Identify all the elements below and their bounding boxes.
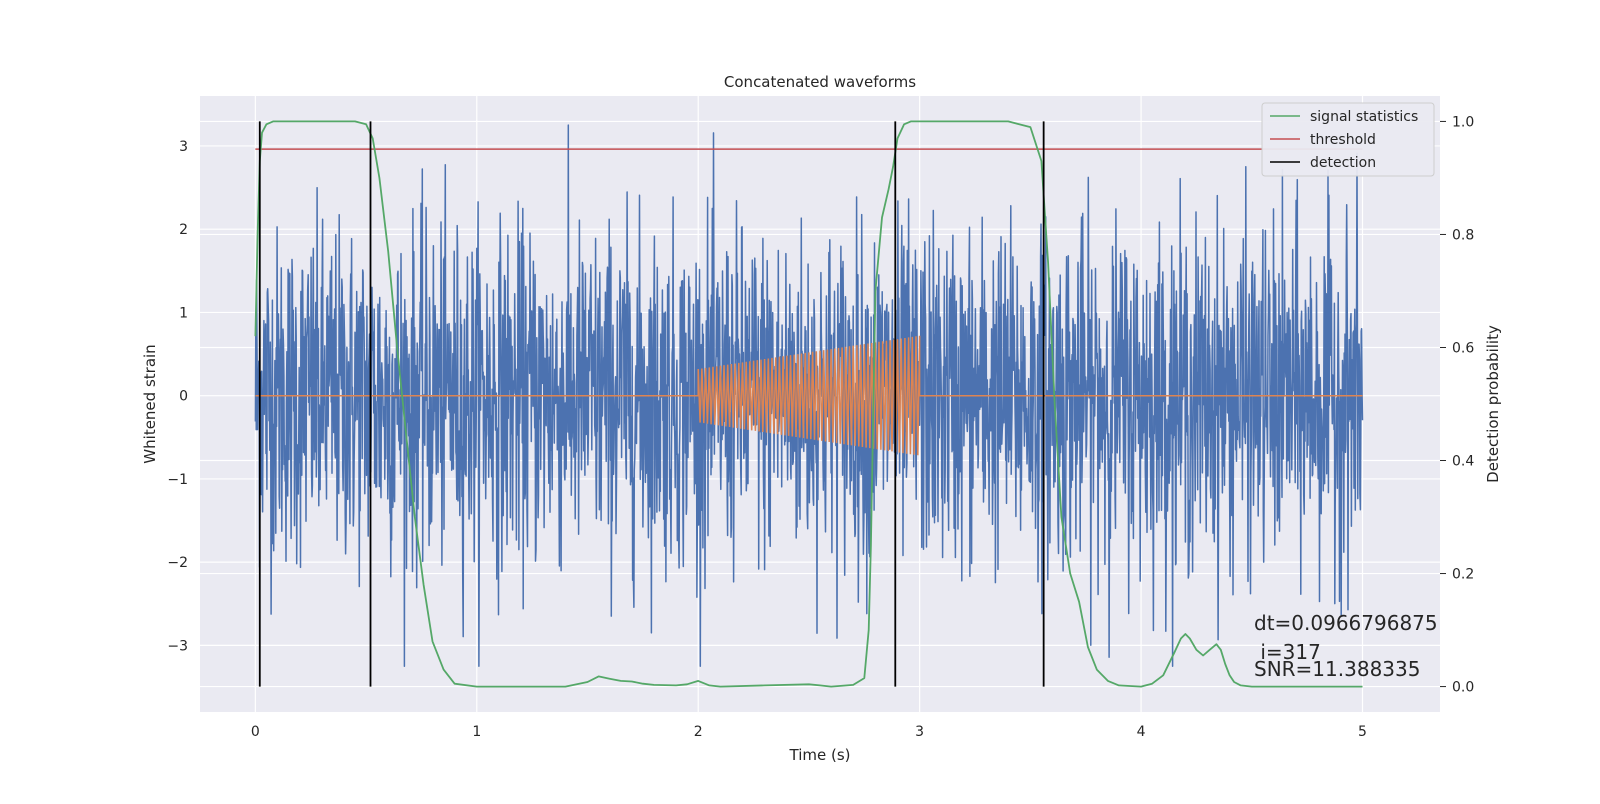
y-tick-label-right: 0.4 [1452, 454, 1474, 470]
y-tick-label-left: −3 [167, 638, 188, 654]
noise-series [254, 124, 1364, 667]
x-tick-label: 0 [251, 724, 260, 740]
annotation-snr: SNR=11.388335 [1254, 657, 1420, 681]
legend: signal statistics threshold detection [1261, 102, 1435, 177]
y-tick-label-right: 0.6 [1452, 340, 1474, 356]
injected-signal-series [255, 335, 1363, 456]
y-tick-label-right: 0.0 [1452, 680, 1474, 696]
x-tick-label: 2 [694, 724, 703, 740]
y-axis-label-right: Detection probability [1484, 325, 1502, 483]
x-tick-label: 4 [1137, 724, 1146, 740]
y-tick-label-right: 1.0 [1452, 114, 1474, 130]
overlay [254, 120, 1363, 688]
ticks: 0 1 2 3 4 5 3 2 1 0 −1 −2 −3 1.0 0.8 0.6 0.4 0.2 0.0 [167, 114, 1474, 740]
chart-title: Concatenated waveforms [724, 73, 916, 91]
y-tick-label-right: 0.2 [1452, 567, 1474, 583]
annotation-index: i=317 [1254, 640, 1321, 664]
y-tick-label-left: 1 [179, 305, 188, 321]
injected-signal-line [255, 335, 1363, 456]
signal-statistics-line [254, 120, 1363, 688]
x-axis-label: Time (s) [789, 746, 851, 764]
legend-label-threshold: threshold [1310, 132, 1376, 148]
noise-line [254, 124, 1364, 667]
x-tick-label: 5 [1358, 724, 1367, 740]
y-tick-label-left: −2 [167, 555, 188, 571]
x-tick-label: 1 [472, 724, 481, 740]
y-tick-label-left: 2 [179, 222, 188, 238]
legend-label-detection: detection [1310, 155, 1376, 171]
y-tick-label-left: −1 [167, 472, 188, 488]
y-tick-label-right: 0.8 [1452, 227, 1474, 243]
y-axis-label-left: Whitened strain [141, 344, 159, 463]
y-tick-label-left: 3 [179, 139, 188, 155]
x-tick-label: 3 [915, 724, 924, 740]
legend-box [1261, 102, 1435, 177]
y-tick-label-left: 0 [179, 389, 188, 405]
annotation-dt: dt=0.0966796875 [1254, 611, 1438, 635]
legend-label-signal-statistics: signal statistics [1310, 109, 1418, 125]
